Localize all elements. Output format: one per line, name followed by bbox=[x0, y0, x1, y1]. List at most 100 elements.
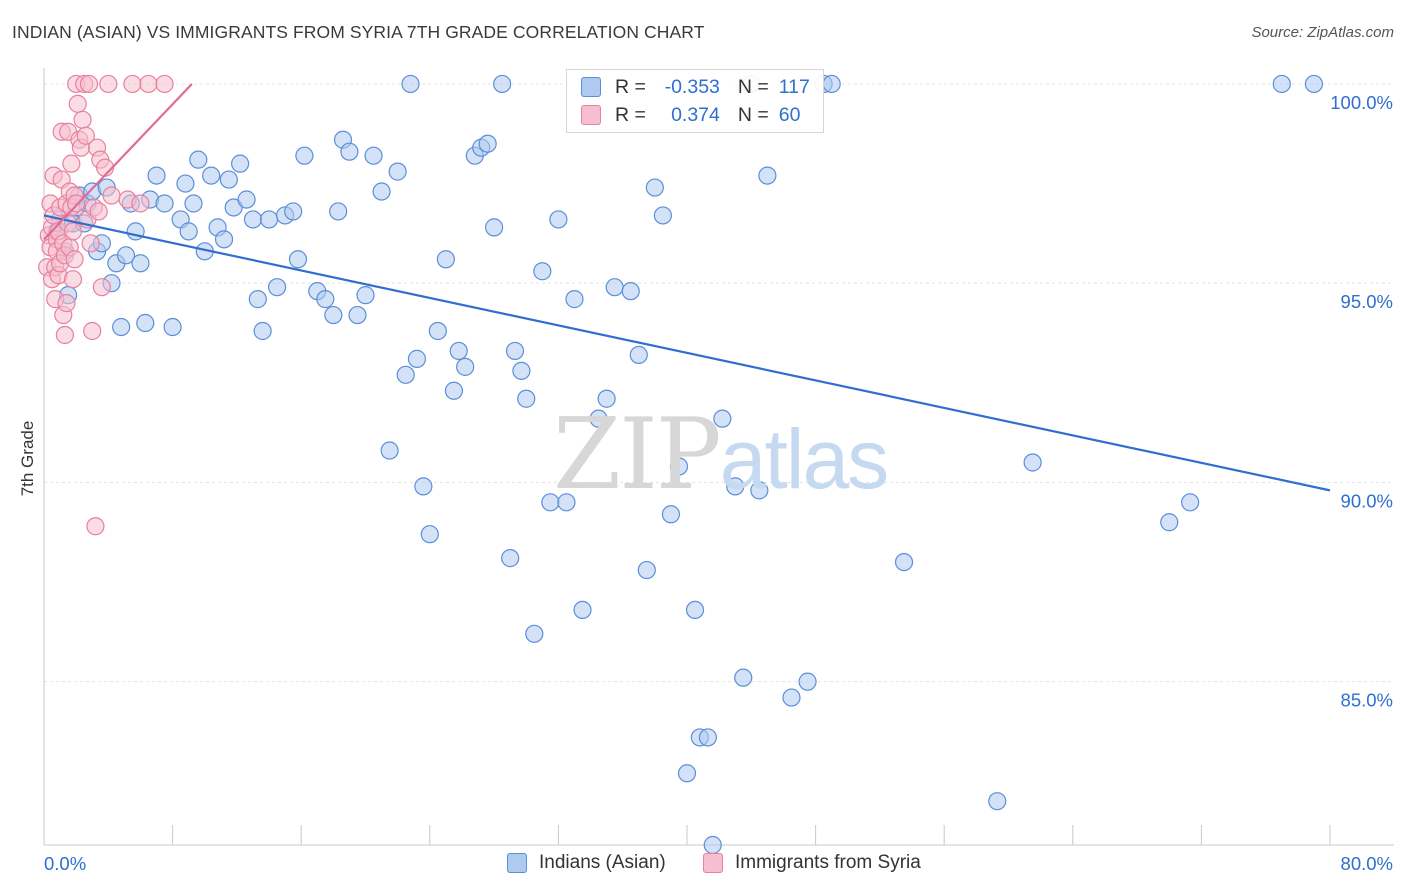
data-point-indians bbox=[136, 313, 155, 333]
data-point-indians bbox=[356, 286, 375, 305]
data-point-indians bbox=[163, 317, 182, 337]
x-tick-label: 0.0% bbox=[44, 853, 86, 874]
data-point-indians bbox=[444, 381, 464, 400]
data-point-indians bbox=[259, 210, 279, 229]
series-indians-asian bbox=[47, 74, 1324, 855]
data-point-indians bbox=[573, 600, 592, 620]
data-point-indians bbox=[219, 170, 238, 189]
data-point-indians bbox=[512, 361, 531, 380]
data-point-indians bbox=[782, 688, 801, 707]
data-point-indians bbox=[231, 154, 250, 173]
n-value: 60 bbox=[778, 103, 801, 126]
data-point-indians bbox=[176, 174, 195, 193]
data-point-syria bbox=[123, 74, 142, 94]
data-point-syria bbox=[62, 154, 81, 173]
correlation-stats-legend: R = -0.353 N = 117 R = 0.374 N = 60 bbox=[566, 69, 824, 133]
data-point-indians bbox=[329, 202, 348, 221]
data-point-indians bbox=[501, 549, 520, 568]
data-point-syria bbox=[86, 517, 105, 536]
data-point-indians bbox=[324, 305, 343, 325]
stat-row-syria: R = 0.374 N = 60 bbox=[581, 101, 800, 129]
series-immigrants-from-syria bbox=[38, 74, 174, 536]
data-point-syria bbox=[131, 194, 150, 213]
data-point-indians bbox=[726, 477, 745, 496]
x-tick-label: 80.0% bbox=[1341, 853, 1393, 874]
tick-labels: 85.0% 90.0% 95.0% 100.0% 0.0% 80.0% 7th Grade bbox=[18, 92, 1393, 874]
data-point-indians bbox=[557, 493, 576, 512]
data-point-indians bbox=[340, 142, 359, 161]
data-point-indians bbox=[237, 190, 256, 209]
data-point-indians bbox=[493, 74, 512, 94]
data-point-indians bbox=[184, 194, 203, 213]
data-point-indians bbox=[316, 290, 335, 309]
y-tick-label: 90.0% bbox=[1341, 490, 1393, 511]
pink-swatch bbox=[581, 105, 601, 125]
chart-title: INDIAN (ASIAN) VS IMMIGRANTS FROM SYRIA … bbox=[12, 22, 705, 42]
data-point-indians bbox=[396, 365, 415, 384]
data-point-indians bbox=[253, 321, 272, 341]
data-point-syria bbox=[76, 126, 95, 145]
data-point-syria bbox=[67, 194, 86, 213]
data-point-syria bbox=[99, 74, 118, 94]
legend-swatch-pink bbox=[703, 853, 723, 873]
n-label: N = bbox=[737, 75, 769, 98]
stat-row-indians: R = -0.353 N = 117 bbox=[581, 73, 810, 101]
data-point-indians bbox=[1023, 453, 1042, 472]
legend-swatch-blue bbox=[507, 853, 527, 873]
data-point-indians bbox=[629, 345, 648, 365]
data-point-indians bbox=[420, 525, 439, 544]
data-point-syria bbox=[63, 222, 83, 241]
data-point-indians bbox=[621, 282, 640, 301]
data-point-indians bbox=[267, 278, 287, 297]
watermark: ZIPatlas bbox=[553, 398, 889, 512]
data-point-indians bbox=[388, 162, 407, 181]
data-point-indians bbox=[894, 552, 914, 572]
trend-line-syria bbox=[43, 83, 193, 241]
y-tick-label: 95.0% bbox=[1341, 291, 1393, 312]
data-point-indians bbox=[798, 672, 817, 691]
legend-item-syria[interactable]: Immigrants from Syria bbox=[703, 852, 921, 874]
data-point-indians bbox=[605, 278, 624, 297]
data-point-syria bbox=[63, 270, 83, 289]
data-point-syria bbox=[102, 186, 121, 205]
data-point-indians bbox=[364, 146, 383, 165]
data-point-indians bbox=[436, 250, 455, 269]
data-point-indians bbox=[517, 389, 536, 408]
n-value: 117 bbox=[778, 75, 810, 98]
data-point-indians bbox=[661, 505, 681, 524]
data-point-indians bbox=[189, 150, 208, 169]
data-point-indians bbox=[243, 210, 263, 229]
data-point-indians bbox=[653, 206, 672, 225]
data-point-indians bbox=[131, 254, 150, 273]
data-point-indians bbox=[677, 764, 697, 783]
data-point-indians bbox=[214, 230, 234, 249]
data-point-indians bbox=[525, 624, 544, 643]
data-point-indians bbox=[147, 166, 166, 185]
data-point-indians bbox=[202, 166, 221, 185]
data-point-indians bbox=[414, 477, 433, 496]
data-point-indians bbox=[589, 409, 608, 428]
r-label: R = bbox=[615, 103, 646, 126]
data-point-indians bbox=[485, 218, 504, 237]
bottom-legend: Indians (Asian) Immigrants from Syria bbox=[0, 852, 1406, 878]
gridlines bbox=[44, 83, 1394, 683]
data-point-indians bbox=[295, 146, 314, 165]
n-label: N = bbox=[737, 103, 769, 126]
data-point-syria bbox=[68, 94, 87, 113]
data-point-indians bbox=[428, 321, 447, 341]
data-point-indians bbox=[1160, 513, 1179, 532]
y-tick-label: 100.0% bbox=[1330, 92, 1393, 113]
data-point-indians bbox=[380, 441, 399, 460]
data-point-indians bbox=[669, 457, 689, 476]
source-credit: Source: ZipAtlas.com bbox=[1251, 24, 1394, 41]
data-point-syria bbox=[139, 74, 158, 94]
data-point-indians bbox=[750, 481, 769, 500]
data-point-indians bbox=[348, 305, 367, 325]
legend-item-indians[interactable]: Indians (Asian) bbox=[507, 852, 666, 874]
data-point-indians bbox=[703, 835, 722, 855]
data-point-indians bbox=[685, 600, 705, 620]
data-point-syria bbox=[73, 110, 92, 129]
data-point-indians bbox=[698, 728, 717, 747]
data-point-indians bbox=[1181, 493, 1200, 512]
